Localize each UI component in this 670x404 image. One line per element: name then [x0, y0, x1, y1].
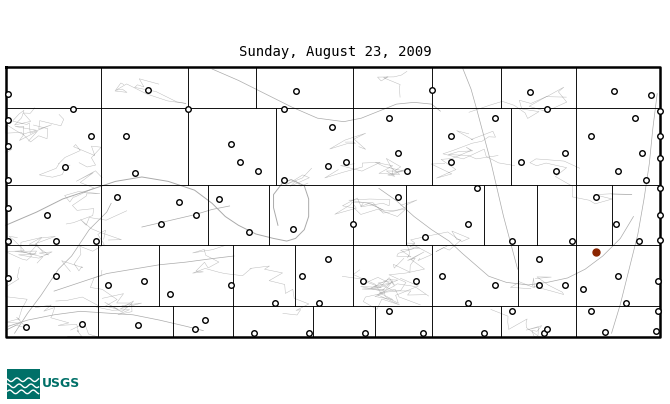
- Text: USGS: USGS: [42, 377, 80, 390]
- Polygon shape: [6, 67, 660, 337]
- Bar: [7, 368, 40, 399]
- Title: Sunday, August 23, 2009: Sunday, August 23, 2009: [239, 45, 431, 59]
